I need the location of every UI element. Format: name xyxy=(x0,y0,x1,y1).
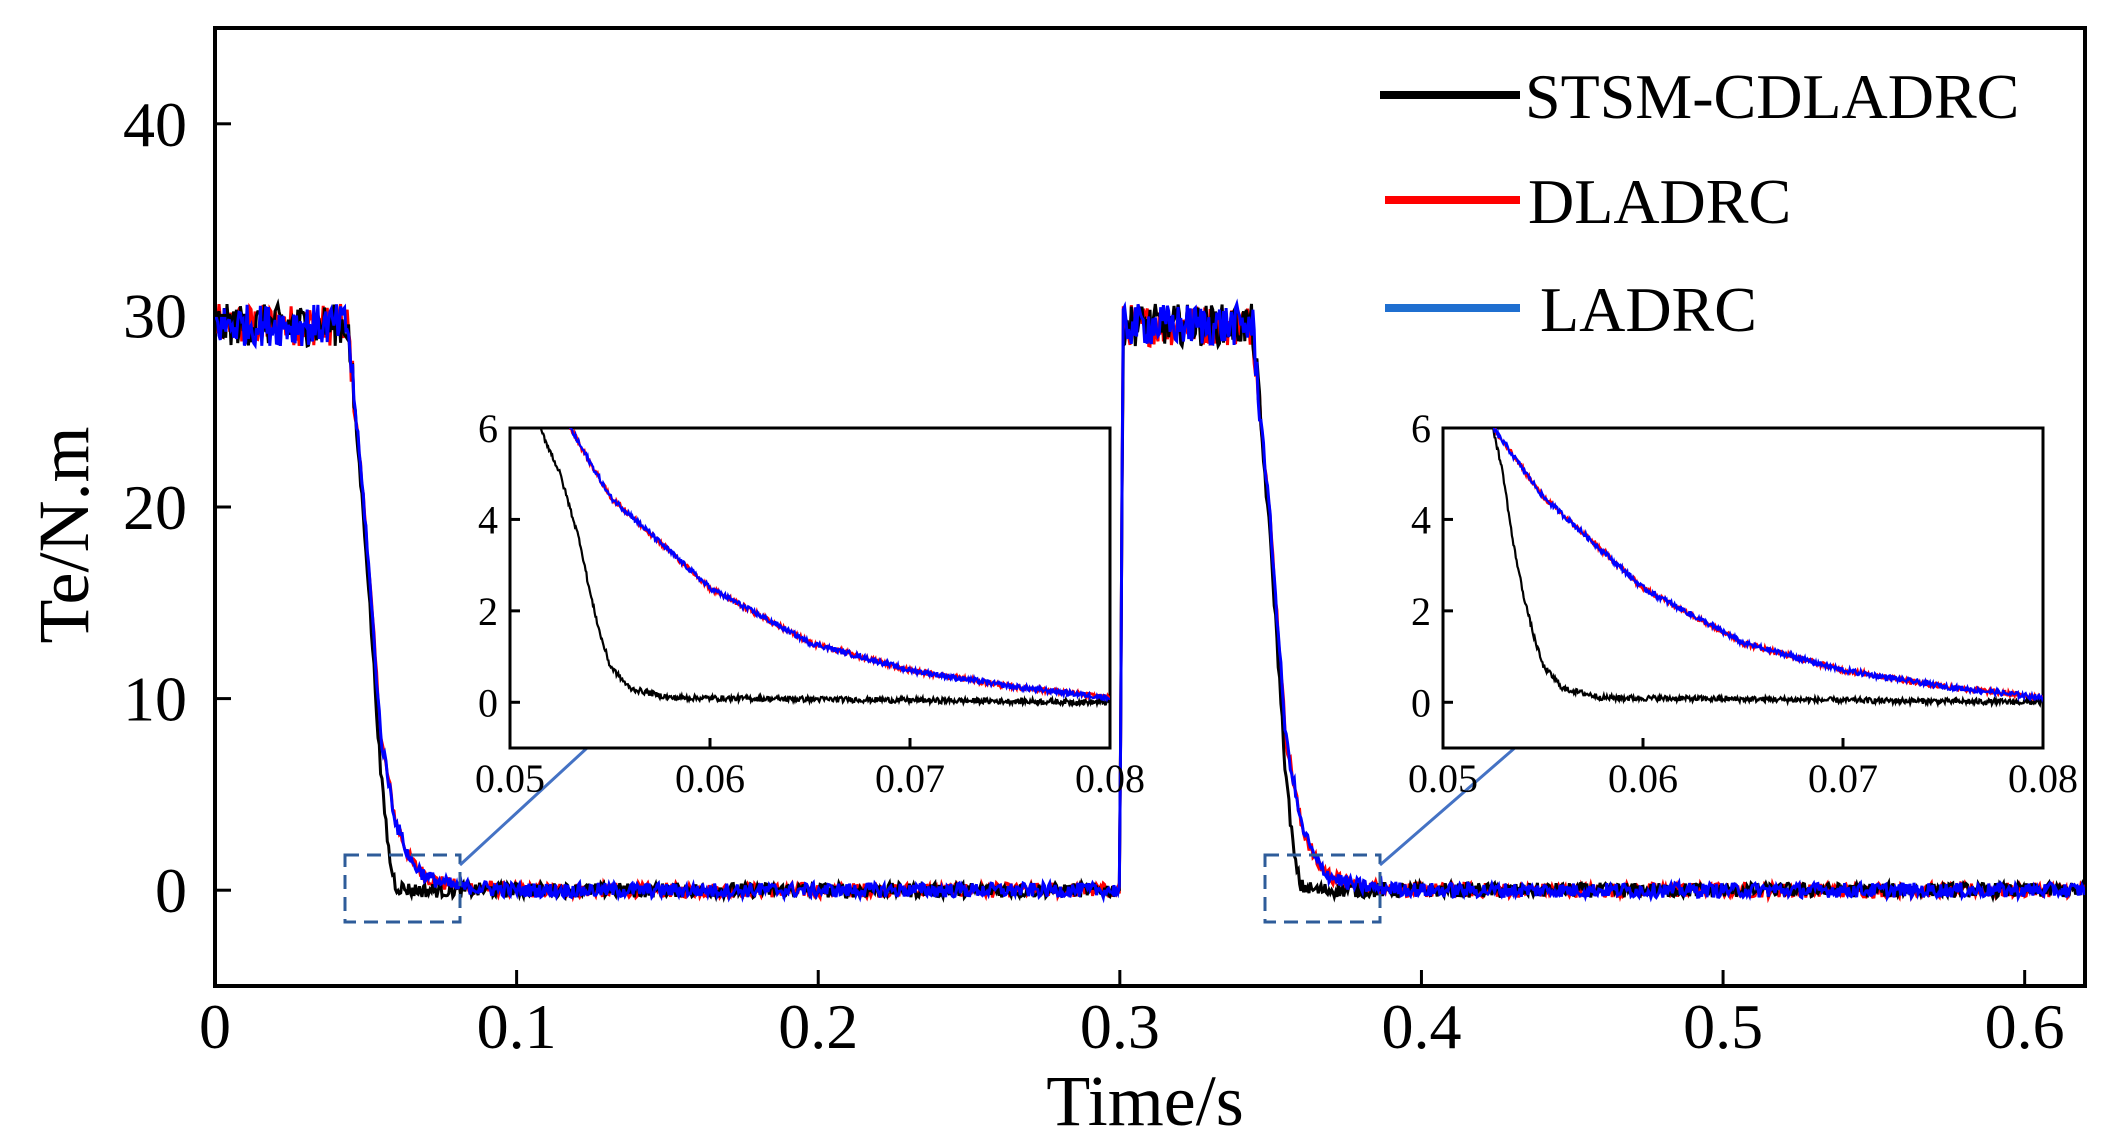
inset1-ytick-label: 2 xyxy=(478,589,498,634)
inset1-xtick-label: 0.05 xyxy=(475,756,545,801)
inset2-xtick-label: 0.07 xyxy=(1808,756,1878,801)
inset1-ytick-label: 6 xyxy=(478,406,498,451)
main-series-group xyxy=(215,298,2085,904)
inset2-xtick-label: 0.06 xyxy=(1608,756,1678,801)
inset2-ytick-label: 0 xyxy=(1411,680,1431,725)
inset1-ytick-label: 0 xyxy=(478,680,498,725)
inset-2-x-ticks: 0.05 0.06 0.07 0.08 xyxy=(1408,738,2078,801)
inset2-xtick-label: 0.05 xyxy=(1408,756,1478,801)
main-xtick-label: 0.2 xyxy=(778,991,858,1062)
inset-2-series-group xyxy=(1492,428,2043,709)
inset2-ytick-label: 4 xyxy=(1411,497,1431,542)
inset2-series-ladrc xyxy=(1492,428,2043,703)
inset1-series-stsm-cdladrc xyxy=(539,428,1110,709)
inset-1-frame xyxy=(508,426,1112,750)
legend-label-ladrc: LADRC xyxy=(1540,274,1757,345)
zoom-box-2 xyxy=(1263,853,1382,924)
inset-1-x-ticks: 0.05 0.06 0.07 0.08 xyxy=(475,738,1145,801)
main-y-ticks: 0 10 20 30 40 xyxy=(123,89,231,926)
main-x-ticks: 0 0.1 0.2 0.3 0.4 0.5 0.6 xyxy=(199,970,2065,1062)
x-axis-label: Time/s xyxy=(1046,1061,1243,1141)
main-series-ladrc xyxy=(215,298,2085,904)
inset2-xtick-label: 0.08 xyxy=(2008,756,2078,801)
main-ytick-label: 20 xyxy=(123,472,187,543)
inset2-series-stsm-cdladrc xyxy=(1492,428,2043,709)
y-axis-label: Te/N.m xyxy=(24,427,104,644)
inset-1-y-ticks: 0 2 4 6 xyxy=(478,406,520,725)
inset-plot-1: 0 2 4 6 0.05 0.06 0.07 0.08 xyxy=(475,406,1145,801)
inset-plot-2: 0 2 4 6 0.05 0.06 0.07 0.08 xyxy=(1408,406,2078,801)
inset1-xtick-label: 0.07 xyxy=(875,756,945,801)
inset-2-frame xyxy=(1441,426,2045,750)
main-ytick-label: 0 xyxy=(155,855,187,926)
main-xtick-label: 0 xyxy=(199,991,231,1062)
inset1-series-ladrc xyxy=(569,428,1110,703)
inset-2-y-ticks: 0 2 4 6 xyxy=(1411,406,1453,725)
inset1-xtick-label: 0.06 xyxy=(675,756,745,801)
inset2-ytick-label: 2 xyxy=(1411,589,1431,634)
main-ytick-label: 10 xyxy=(123,664,187,735)
legend-label-stsm-cdladrc: STSM-CDLADRC xyxy=(1525,61,2019,132)
inset1-ytick-label: 4 xyxy=(478,497,498,542)
inset-1-series-group xyxy=(539,428,1110,709)
legend-label-dladrc: DLADRC xyxy=(1528,166,1791,237)
main-xtick-label: 0.3 xyxy=(1080,991,1160,1062)
zoom-box-1 xyxy=(343,853,462,924)
main-xtick-label: 0.4 xyxy=(1381,991,1461,1062)
legend: STSM-CDLADRC DLADRC LADRC xyxy=(1380,61,2019,345)
inset1-xtick-label: 0.08 xyxy=(1075,756,1145,801)
main-ytick-label: 40 xyxy=(123,89,187,160)
main-xtick-label: 0.1 xyxy=(477,991,557,1062)
inset2-ytick-label: 6 xyxy=(1411,406,1431,451)
main-xtick-label: 0.6 xyxy=(1985,991,2065,1062)
main-ytick-label: 30 xyxy=(123,280,187,351)
main-xtick-label: 0.5 xyxy=(1683,991,1763,1062)
